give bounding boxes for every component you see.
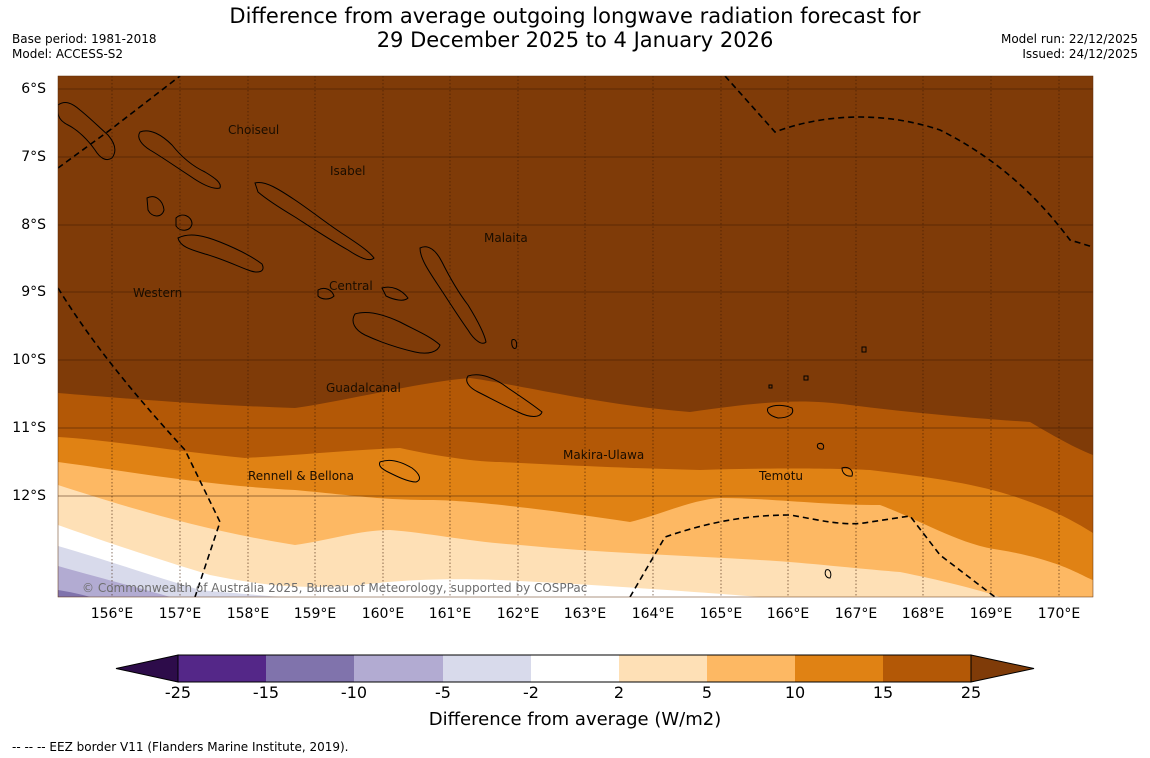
lon-label-169e: 169°E [969, 606, 1013, 622]
lon-label-156e: 156°E [90, 606, 134, 622]
region-label-isabel: Isabel [330, 164, 365, 178]
base-period: Base period: 1981-2018 [12, 32, 157, 46]
colorbar-label-n25: -25 [164, 683, 192, 702]
island-florida [317, 287, 335, 300]
lat-label-8s: 8°S [21, 217, 46, 233]
title-line-2: 29 December 2025 to 4 January 2026 [376, 28, 774, 52]
meta-left: Base period: 1981-2018 Model: ACCESS-S2 [12, 32, 157, 62]
colorbar-p2-p5 [619, 655, 707, 682]
region-label-central: Central [329, 279, 373, 293]
colorbar-label-p25: 25 [960, 683, 982, 702]
colorbar-above-arrow [970, 654, 1035, 683]
lon-label-168e: 168°E [901, 606, 945, 622]
colorbar-label-n10: -10 [340, 683, 368, 702]
colorbar-label-p2: 2 [613, 683, 625, 702]
island-russell [381, 286, 409, 301]
colorbar-below-arrow [115, 654, 179, 683]
lon-label-160e: 160°E [361, 606, 405, 622]
lon-label-170e: 170°E [1037, 606, 1081, 622]
lat-label-7s: 7°S [21, 149, 46, 165]
island-reef [768, 384, 773, 389]
colorbar-label-n2: -2 [523, 683, 539, 702]
copyright-notice: © Commonwealth of Australia 2025, Bureau… [82, 581, 587, 595]
colorbar-label-p10: 10 [784, 683, 806, 702]
island-malaita [419, 246, 487, 344]
island-bougainville [58, 102, 116, 161]
region-label-makira-ulawa: Makira-Ulawa [563, 448, 644, 462]
lat-label-11s: 11°S [12, 420, 46, 436]
island-small-malaita [511, 339, 518, 349]
region-label-guadalcanal: Guadalcanal [326, 381, 401, 395]
model-name: Model: ACCESS-S2 [12, 47, 124, 61]
map-frame [57, 75, 1094, 598]
island-choiseul [138, 130, 221, 189]
island-outlines [58, 102, 867, 579]
colorbar-n5-n2 [443, 655, 531, 682]
lat-label-10s: 10°S [12, 352, 46, 368]
lat-label-12s: 12°S [12, 488, 46, 504]
island-isabel [254, 181, 375, 261]
colorbar-n25-n15 [178, 655, 266, 682]
island-santa-cruz [767, 404, 794, 419]
colorbar-n10-n5 [354, 655, 443, 682]
lon-label-159e: 159°E [293, 606, 337, 622]
region-label-malaita: Malaita [484, 231, 528, 245]
lon-label-157e: 157°E [158, 606, 202, 622]
island-rennell [379, 459, 420, 483]
island-new-georgia [177, 234, 264, 273]
lon-label-164e: 164°E [631, 606, 675, 622]
eez-border-north-east [724, 76, 1093, 248]
colorbar-title: Difference from average (W/m2) [428, 709, 722, 730]
region-label-temotu: Temotu [758, 469, 803, 483]
lon-label-162e: 162°E [496, 606, 540, 622]
lon-label-161e: 161°E [428, 606, 472, 622]
island-vella [146, 196, 165, 217]
lon-label-166e: 166°E [766, 606, 810, 622]
lon-label-167e: 167°E [834, 606, 878, 622]
island-vanikoro [816, 442, 825, 450]
colorbar-p10-p15 [795, 655, 883, 682]
grid-lines [58, 76, 1093, 597]
lat-label-6s: 6°S [21, 81, 46, 97]
lon-label-165e: 165°E [699, 606, 743, 622]
chart-title: Difference from average outgoing longwav… [0, 4, 1150, 52]
meta-right: Model run: 22/12/2025 Issued: 24/12/2025 [1001, 32, 1138, 62]
island-kolombangara [175, 214, 193, 231]
eez-borders [58, 76, 1093, 597]
colorbar-n2-p2 [531, 655, 619, 682]
colorbar-p15-p25 [883, 655, 971, 682]
lat-label-9s: 9°S [21, 284, 46, 300]
band-n15-n10 [58, 590, 90, 597]
region-label-rennell-bellona: Rennell & Bellona [248, 469, 354, 483]
colorbar-label-p15: 15 [872, 683, 894, 702]
map-plot-area: Choiseul Isabel Malaita Western Central … [58, 76, 1093, 597]
colorbar-frame [177, 654, 972, 683]
colorbar-label-n5: -5 [435, 683, 451, 702]
region-label-choiseul: Choiseul [228, 123, 279, 137]
lon-label-163e: 163°E [563, 606, 607, 622]
colorbar-label-p5: 5 [701, 683, 713, 702]
lon-label-158e: 158°E [226, 606, 270, 622]
region-label-western: Western [133, 286, 182, 300]
eez-border-vanuatu [629, 514, 996, 597]
issued-date: Issued: 24/12/2025 [1022, 47, 1138, 61]
island-guadalcanal [352, 312, 441, 354]
colorbar-n15-n10 [266, 655, 354, 682]
island-makira [466, 374, 543, 417]
model-run: Model run: 22/12/2025 [1000, 32, 1138, 46]
island-tikopia [824, 569, 832, 579]
band-2-5 [58, 485, 1000, 597]
title-line-1: Difference from average outgoing longwav… [229, 4, 921, 28]
island-duff [803, 375, 809, 381]
eez-border-west [58, 287, 221, 597]
colorbar-label-n15: -15 [252, 683, 280, 702]
colorbar [115, 654, 1035, 683]
island-sikaiana [861, 346, 867, 353]
island-utupua [841, 467, 853, 477]
colorbar-p5-p10 [707, 655, 795, 682]
eez-footnote: -- -- -- EEZ border V11 (Flanders Marine… [12, 740, 349, 754]
band-n10-n5 [58, 566, 170, 597]
eez-border-png-north [58, 76, 181, 169]
